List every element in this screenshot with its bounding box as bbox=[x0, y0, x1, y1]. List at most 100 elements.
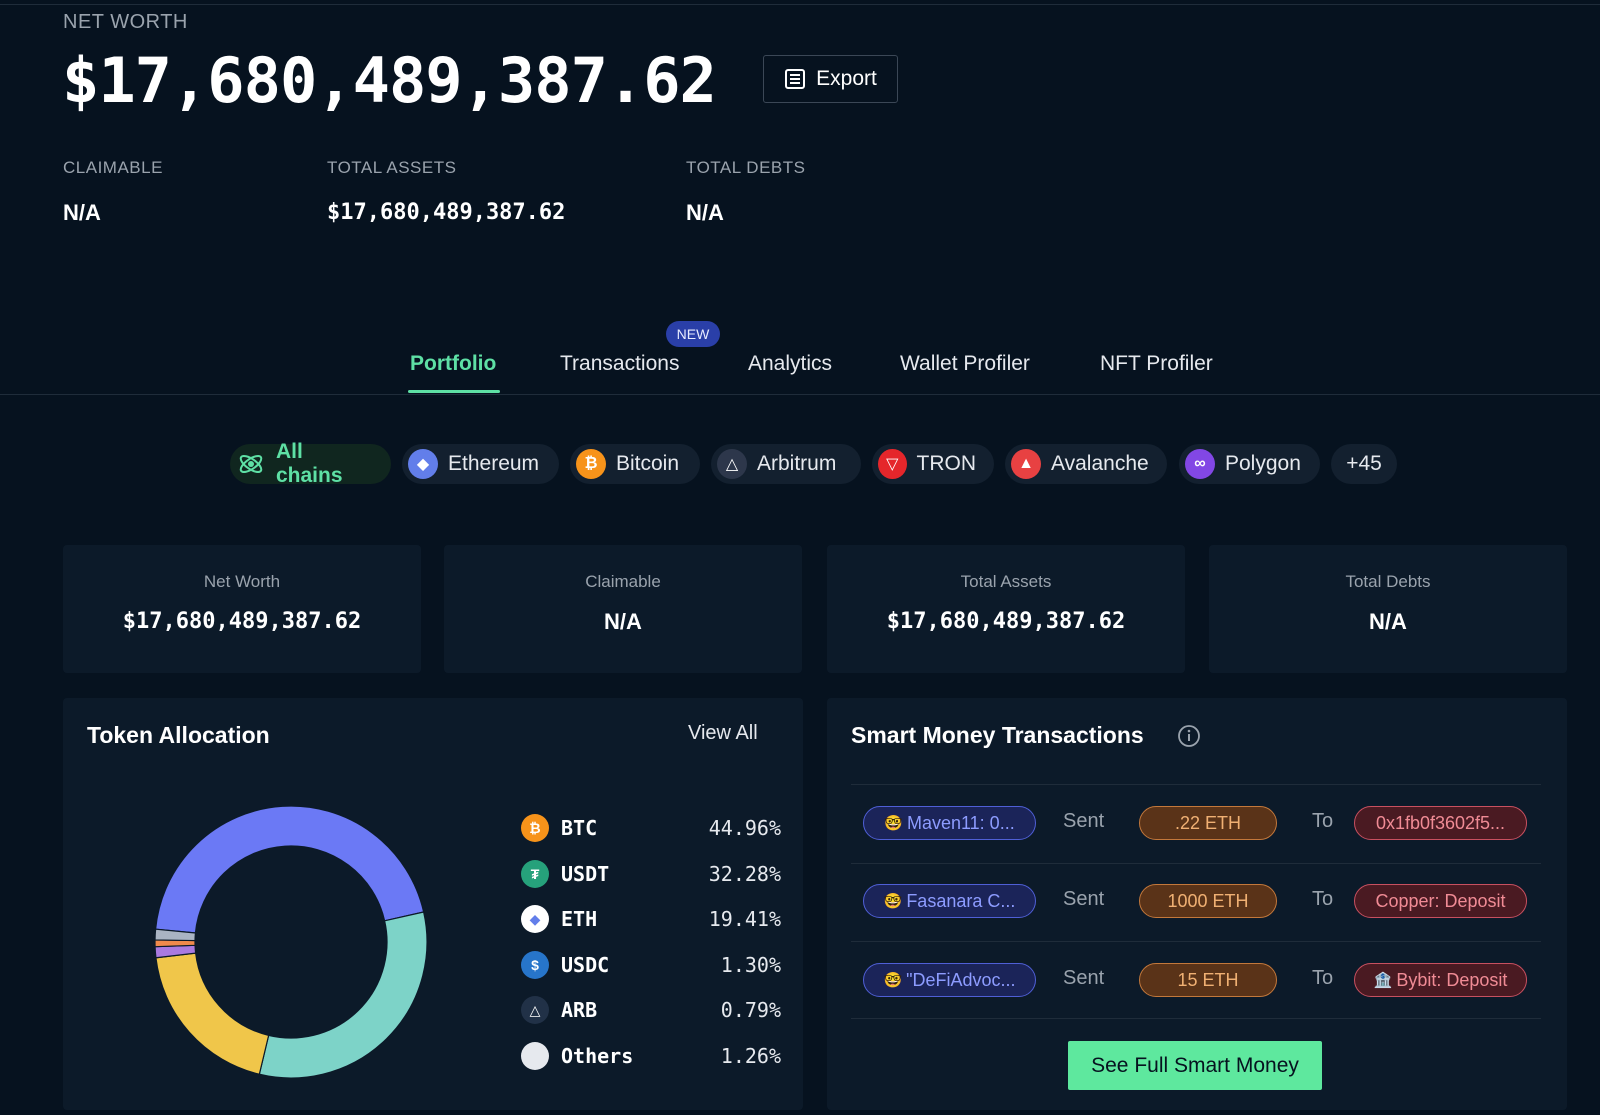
card-label: Net Worth bbox=[203, 572, 281, 591]
total-debts-label: TOTAL DEBTS bbox=[686, 158, 806, 177]
donut-slice-eth bbox=[155, 952, 270, 1075]
card-label: Claimable bbox=[585, 572, 661, 591]
total-assets-label: TOTAL ASSETS bbox=[327, 158, 457, 177]
amount-pill: .22 ETH bbox=[1139, 806, 1277, 840]
recipient-pill[interactable]: 0x1fb0f3602f5... bbox=[1354, 806, 1527, 840]
legend-row-arb: △ ARB 0.79% bbox=[521, 995, 781, 1025]
document-icon bbox=[785, 69, 806, 89]
chain-chip-label: Arbitrum bbox=[757, 452, 837, 475]
chain-chip-label: Bitcoin bbox=[616, 452, 680, 475]
row-divider bbox=[851, 1018, 1541, 1019]
see-full-smart-money-button[interactable]: See Full Smart Money bbox=[1068, 1041, 1322, 1090]
export-label: Export bbox=[816, 67, 877, 90]
info-icon[interactable] bbox=[1177, 724, 1201, 748]
smart-money-row: 🤓 Maven11: 0... Sent .22 ETH To 0x1fb0f3… bbox=[863, 806, 1533, 842]
export-button[interactable]: Export bbox=[763, 55, 898, 103]
claimable-stat: CLAIMABLE N/A bbox=[63, 158, 163, 226]
smart-money-panel: Smart Money Transactions 🤓 Maven11: 0...… bbox=[827, 698, 1567, 1110]
token-symbol: ETH bbox=[561, 907, 598, 931]
legend-row-others: Others 1.26% bbox=[521, 1041, 781, 1071]
net-worth-value: $17,680,489,387.62 bbox=[62, 44, 717, 117]
recipient-name: Bybit: Deposit bbox=[1396, 969, 1508, 990]
card-value: N/A bbox=[604, 609, 642, 634]
bitcoin-icon: ₿ bbox=[521, 814, 549, 842]
tab-portfolio[interactable]: Portfolio bbox=[410, 352, 497, 375]
token-symbol: BTC bbox=[561, 816, 598, 840]
card-value: $17,680,489,387.62 bbox=[122, 609, 362, 634]
total-debts-stat: TOTAL DEBTS N/A bbox=[686, 158, 806, 226]
tron-icon: ▽ bbox=[878, 449, 907, 479]
summary-card-total-debts: Total Debts N/A bbox=[1209, 545, 1567, 673]
view-all-link[interactable]: View All bbox=[688, 722, 758, 744]
active-tab-indicator bbox=[408, 390, 500, 393]
chain-chip-tron[interactable]: ▽ TRON bbox=[872, 444, 994, 484]
smart-money-emoji-icon: 🤓 bbox=[884, 815, 903, 832]
others-icon bbox=[521, 1042, 549, 1070]
legend-row-btc: ₿ BTC 44.96% bbox=[521, 813, 781, 843]
chain-chip-avalanche[interactable]: ▲ Avalanche bbox=[1005, 444, 1167, 484]
legend-row-eth: ◆ ETH 19.41% bbox=[521, 904, 781, 934]
donut-slice-others bbox=[155, 928, 197, 942]
recipient-pill[interactable]: 🏦 Bybit: Deposit bbox=[1354, 963, 1527, 997]
sender-name: Maven11: 0... bbox=[906, 812, 1015, 833]
chain-chip-arbitrum[interactable]: △ Arbitrum bbox=[711, 444, 861, 484]
summary-card-claimable: Claimable N/A bbox=[444, 545, 802, 673]
token-symbol: USDT bbox=[561, 862, 610, 886]
smart-money-row: 🤓 Fasanara C... Sent 1000 ETH To Copper:… bbox=[863, 884, 1533, 920]
tabs-divider bbox=[0, 394, 1600, 395]
allocation-donut-chart bbox=[155, 806, 427, 1078]
top-divider bbox=[0, 4, 1600, 5]
arbitrum-icon: △ bbox=[521, 996, 549, 1024]
to-label: To bbox=[1312, 888, 1334, 910]
sender-pill[interactable]: 🤓 Fasanara C... bbox=[863, 884, 1036, 918]
legend-row-usdc: $ USDC 1.30% bbox=[521, 950, 781, 980]
row-divider bbox=[851, 941, 1541, 942]
all-chains-icon bbox=[236, 449, 266, 479]
chain-chip-label: Polygon bbox=[1225, 452, 1301, 475]
sender-name: Fasanara C... bbox=[906, 890, 1016, 911]
arbitrum-icon: △ bbox=[717, 449, 747, 479]
avalanche-icon: ▲ bbox=[1011, 449, 1041, 479]
token-symbol: Others bbox=[561, 1044, 634, 1068]
tab-nft-profiler[interactable]: NFT Profiler bbox=[1100, 352, 1213, 375]
donut-slice-btc bbox=[155, 806, 425, 934]
recipient-pill[interactable]: Copper: Deposit bbox=[1354, 884, 1527, 918]
summary-card-total-assets: Total Assets $17,680,489,387.62 bbox=[827, 545, 1185, 673]
chain-chip-bitcoin[interactable]: ₿ Bitcoin bbox=[570, 444, 700, 484]
to-label: To bbox=[1312, 967, 1334, 989]
net-worth-label: NET WORTH bbox=[63, 11, 188, 33]
chain-chip-label: All chains bbox=[276, 440, 343, 487]
token-percent: 1.26% bbox=[720, 1044, 781, 1068]
card-value: N/A bbox=[1369, 609, 1407, 634]
sender-pill[interactable]: 🤓 "DeFiAdvoc... bbox=[863, 963, 1036, 997]
total-assets-value: $17,680,489,387.62 bbox=[327, 200, 566, 225]
card-value: $17,680,489,387.62 bbox=[886, 609, 1126, 634]
new-badge: NEW bbox=[666, 321, 720, 347]
chain-chip-ethereum[interactable]: ◆ Ethereum bbox=[402, 444, 559, 484]
sender-pill[interactable]: 🤓 Maven11: 0... bbox=[863, 806, 1036, 840]
total-assets-stat: TOTAL ASSETS $17,680,489,387.62 bbox=[327, 158, 565, 225]
bitcoin-icon: ₿ bbox=[576, 449, 606, 479]
token-allocation-panel: Token Allocation View All ₿ BTC 44.96% ₮… bbox=[63, 698, 803, 1110]
chain-chip-all[interactable]: All chains bbox=[230, 440, 391, 487]
card-label: Total Assets bbox=[960, 572, 1052, 591]
chain-chip-more[interactable]: +45 bbox=[1331, 444, 1397, 484]
token-percent: 1.30% bbox=[720, 953, 781, 977]
smart-money-emoji-icon: 🤓 bbox=[883, 893, 903, 910]
smart-money-row: 🤓 "DeFiAdvoc... Sent 15 ETH To 🏦 Bybit: … bbox=[863, 963, 1533, 999]
sent-label: Sent bbox=[1063, 810, 1105, 832]
row-divider bbox=[851, 863, 1541, 864]
chain-chip-label: Avalanche bbox=[1051, 452, 1149, 475]
tether-icon: ₮ bbox=[521, 860, 549, 888]
amount-pill: 1000 ETH bbox=[1139, 884, 1277, 918]
row-divider bbox=[851, 784, 1541, 785]
legend-row-usdt: ₮ USDT 32.28% bbox=[521, 859, 781, 889]
token-percent: 44.96% bbox=[708, 816, 781, 840]
chain-chip-polygon[interactable]: ∞ Polygon bbox=[1179, 444, 1320, 484]
tab-analytics[interactable]: Analytics bbox=[748, 352, 833, 375]
tab-transactions[interactable]: Transactions bbox=[560, 352, 680, 375]
sender-name: "DeFiAdvoc... bbox=[906, 969, 1016, 990]
tab-wallet-profiler[interactable]: Wallet Profiler bbox=[900, 352, 1030, 375]
claimable-label: CLAIMABLE bbox=[63, 158, 163, 177]
to-label: To bbox=[1312, 810, 1334, 832]
